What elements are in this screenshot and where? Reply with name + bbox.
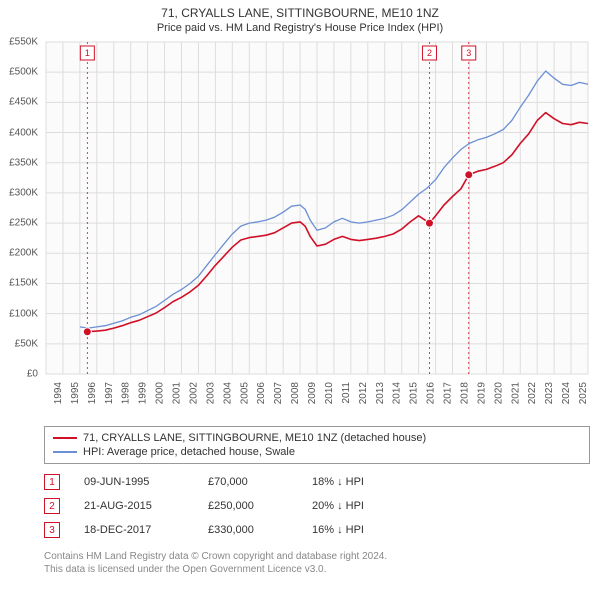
chart-subtitle: Price paid vs. HM Land Registry's House …	[0, 20, 600, 38]
y-tick-label: £400K	[9, 127, 38, 138]
legend-swatch	[53, 451, 77, 453]
event-price: £250,000	[208, 500, 288, 512]
svg-text:1996: 1996	[87, 382, 98, 405]
svg-text:2003: 2003	[205, 382, 216, 405]
y-tick-label: £100K	[9, 308, 38, 319]
svg-text:2: 2	[427, 48, 432, 58]
svg-text:2013: 2013	[375, 382, 386, 405]
legend-row: 71, CRYALLS LANE, SITTINGBOURNE, ME10 1N…	[53, 431, 581, 445]
svg-text:1998: 1998	[121, 382, 132, 405]
y-tick-label: £150K	[9, 278, 38, 289]
event-date: 21-AUG-2015	[84, 500, 184, 512]
events-table: 1 09-JUN-1995 £70,000 18% ↓ HPI 2 21-AUG-2015…	[44, 470, 590, 542]
footer-attribution: Contains HM Land Registry data © Crown c…	[44, 550, 590, 576]
legend-label: HPI: Average price, detached house, Swal…	[83, 446, 295, 458]
svg-text:2025: 2025	[578, 382, 589, 405]
chart-svg: 1993 1994 1995 1996 1997 1998 1999 2000 2001 2002…	[44, 38, 590, 418]
svg-text:2000: 2000	[155, 382, 166, 405]
legend: 71, CRYALLS LANE, SITTINGBOURNE, ME10 1N…	[44, 426, 590, 464]
svg-text:3: 3	[466, 48, 471, 58]
event-price: £70,000	[208, 476, 288, 488]
svg-text:1999: 1999	[138, 382, 149, 405]
y-tick-label: £450K	[9, 97, 38, 108]
chart-title: 71, CRYALLS LANE, SITTINGBOURNE, ME10 1N…	[0, 0, 600, 20]
svg-text:2004: 2004	[222, 382, 233, 405]
svg-text:2010: 2010	[324, 382, 335, 405]
svg-text:2017: 2017	[443, 382, 454, 405]
event-number-badge: 3	[44, 522, 60, 538]
svg-text:2009: 2009	[307, 382, 318, 405]
y-tick-label: £0	[27, 369, 38, 380]
event-number-badge: 2	[44, 498, 60, 514]
svg-text:2019: 2019	[476, 382, 487, 405]
y-tick-label: £300K	[9, 187, 38, 198]
event-diff: 20% ↓ HPI	[312, 500, 402, 512]
event-date: 09-JUN-1995	[84, 476, 184, 488]
event-diff: 16% ↓ HPI	[312, 524, 402, 536]
svg-text:1: 1	[85, 48, 90, 58]
svg-text:2016: 2016	[426, 382, 437, 405]
y-tick-label: £50K	[15, 338, 38, 349]
chart-area: 1993 1994 1995 1996 1997 1998 1999 2000 2001 2002…	[44, 38, 590, 418]
svg-text:2020: 2020	[493, 382, 504, 405]
footer-line-2: This data is licensed under the Open Gov…	[44, 563, 590, 576]
svg-text:2014: 2014	[392, 382, 403, 405]
svg-text:2021: 2021	[510, 382, 521, 405]
legend-row: HPI: Average price, detached house, Swal…	[53, 445, 581, 459]
svg-text:1994: 1994	[53, 382, 64, 405]
svg-text:2023: 2023	[544, 382, 555, 405]
svg-text:2006: 2006	[256, 382, 267, 405]
svg-text:2005: 2005	[239, 382, 250, 405]
event-row: 1 09-JUN-1995 £70,000 18% ↓ HPI	[44, 470, 590, 494]
footer-line-1: Contains HM Land Registry data © Crown c…	[44, 550, 590, 563]
y-tick-label: £500K	[9, 67, 38, 78]
y-axis-labels: £0 £50K £100K £150K £200K £250K £300K £350K £400…	[0, 38, 42, 418]
y-tick-label: £350K	[9, 157, 38, 168]
svg-text:1995: 1995	[70, 382, 81, 405]
svg-text:2002: 2002	[188, 382, 199, 405]
svg-text:2012: 2012	[358, 382, 369, 405]
y-tick-label: £250K	[9, 218, 38, 229]
svg-text:1993: 1993	[44, 382, 47, 405]
event-date: 18-DEC-2017	[84, 524, 184, 536]
event-diff: 18% ↓ HPI	[312, 476, 402, 488]
event-number-badge: 1	[44, 474, 60, 490]
y-tick-label: £550K	[9, 37, 38, 48]
svg-text:2007: 2007	[273, 382, 284, 405]
event-row: 3 18-DEC-2017 £330,000 16% ↓ HPI	[44, 518, 590, 542]
svg-text:2015: 2015	[409, 382, 420, 405]
event-price: £330,000	[208, 524, 288, 536]
svg-text:2018: 2018	[459, 382, 470, 405]
svg-text:2008: 2008	[290, 382, 301, 405]
legend-swatch	[53, 437, 77, 439]
y-tick-label: £200K	[9, 248, 38, 259]
svg-text:2001: 2001	[172, 382, 183, 405]
svg-text:1997: 1997	[104, 382, 115, 405]
event-row: 2 21-AUG-2015 £250,000 20% ↓ HPI	[44, 494, 590, 518]
svg-text:2024: 2024	[561, 382, 572, 405]
svg-text:2011: 2011	[341, 382, 352, 404]
svg-text:2022: 2022	[527, 382, 538, 405]
legend-label: 71, CRYALLS LANE, SITTINGBOURNE, ME10 1N…	[83, 432, 426, 444]
